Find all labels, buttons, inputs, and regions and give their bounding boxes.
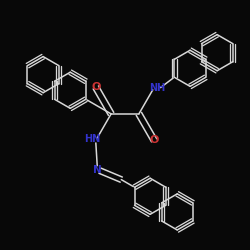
- Text: HN: HN: [84, 134, 100, 144]
- Text: N: N: [93, 165, 102, 175]
- Text: NH: NH: [149, 84, 165, 94]
- Text: O: O: [150, 135, 159, 145]
- Text: O: O: [91, 82, 101, 92]
